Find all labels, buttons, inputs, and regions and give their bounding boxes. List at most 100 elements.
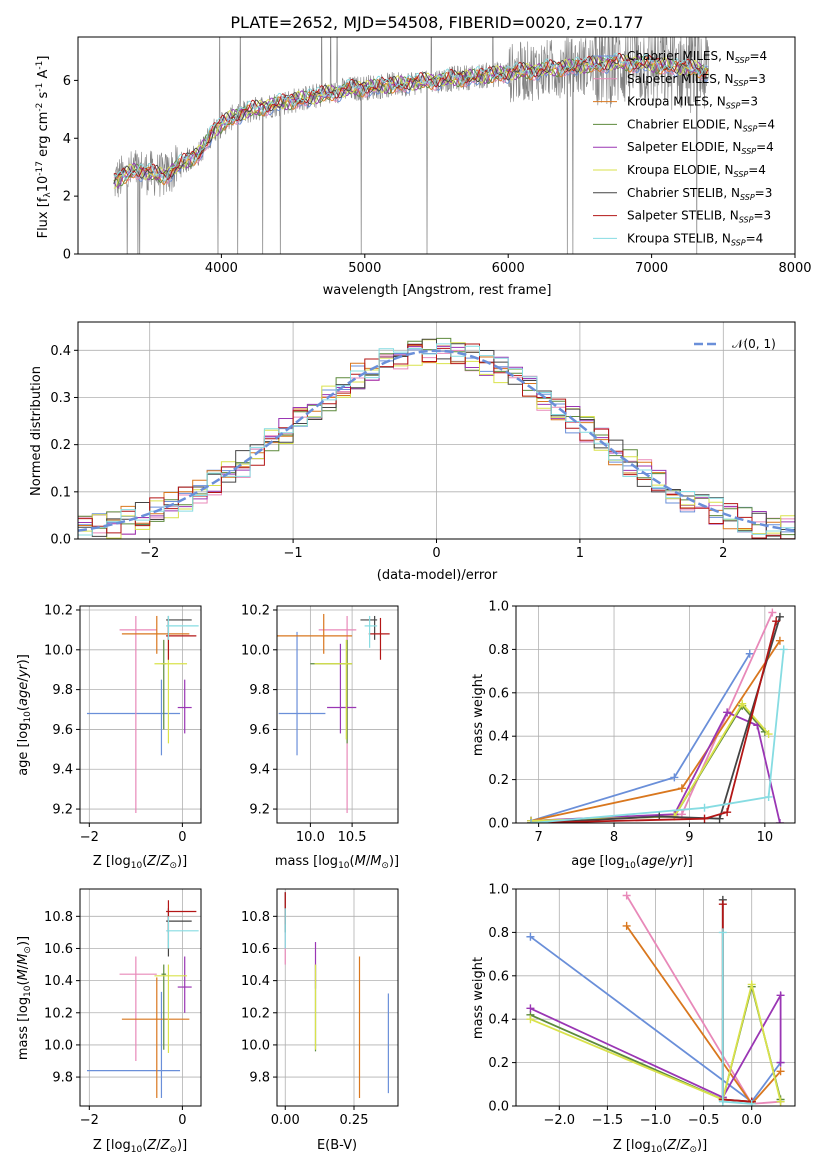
y-tick-label: 6 — [63, 74, 71, 89]
y-tick-label: 9.6 — [249, 723, 270, 738]
age-vs-Z-ylabel: age [log10(age/yr)] — [16, 654, 33, 776]
y-tick-label: 9.8 — [52, 683, 73, 698]
y-tick-label: 10.2 — [44, 603, 73, 618]
legend-nssp: N — [725, 163, 734, 177]
weight-vs-Z-xlabel: Z [log10(Z/Z⊙)] — [613, 1138, 707, 1155]
spectrum-ylabel: Flux [fλ10-17 erg cm-2 s-1 A-1] — [35, 56, 53, 239]
x-tick-label: 0 — [178, 830, 186, 845]
x-tick-label: 10.5 — [338, 830, 367, 845]
weight-vs-age-ylabel: mass weight — [471, 674, 486, 756]
x-tick-label: −0.5 — [688, 1113, 720, 1128]
legend-label: Salpeter STELIB, NSSP=3 — [627, 209, 771, 225]
weight-vs-Z-panel: −2.0 −1.5 −1.0 −0.5 0.0 0.0 0.2 0.4 0.6 0.8 1.0 — [488, 883, 796, 1128]
y-tick-label: 10.4 — [44, 974, 73, 989]
y-tick-label: 10.6 — [241, 942, 270, 957]
legend-nssp: N — [730, 209, 739, 223]
plot-area — [284, 892, 389, 1098]
series-marker — [718, 1097, 727, 1106]
mass-vs-Z-panel: −2 0 9.8 10.0 10.2 10.4 10.6 10.8 — [44, 888, 202, 1128]
spectrum-model-line — [113, 56, 709, 185]
y-tick-label: 0.8 — [488, 926, 509, 941]
x-tick-label: 0.0 — [741, 1113, 762, 1128]
y-tick-label: 0 — [63, 248, 71, 263]
x-tick-label: 5000 — [348, 261, 381, 276]
spectrum-model-line — [113, 52, 709, 180]
y-tick-label: 0.6 — [488, 969, 509, 984]
y-tick-label: 10.2 — [44, 1006, 73, 1021]
y-tick-label: 2 — [63, 190, 71, 205]
plot-area — [113, 37, 710, 254]
y-tick-label: 1.0 — [488, 600, 509, 615]
x-tick-label: 0 — [432, 546, 440, 561]
legend-label: Salpeter ELODIE, NSSP=4 — [627, 140, 774, 156]
y-tick-label: 9.4 — [52, 763, 73, 778]
series-line — [531, 649, 785, 823]
series-marker — [768, 608, 777, 617]
series-marker — [747, 1099, 756, 1106]
mass-vs-Z-ylabel: mass [log10(M/M⊙)] — [16, 936, 33, 1060]
y-tick-label: 9.8 — [249, 683, 270, 698]
x-tick-label: −2 — [80, 1113, 99, 1128]
legend-nssp: N — [731, 186, 740, 200]
series-marker — [622, 921, 631, 930]
histogram-step — [78, 343, 795, 536]
x-tick-label: 0.25 — [340, 1113, 369, 1128]
x-tick-label: 0 — [178, 1113, 186, 1128]
y-tick-label: 9.4 — [249, 763, 270, 778]
series-marker — [718, 900, 727, 909]
series-marker — [772, 617, 781, 626]
y-tick-label: 9.2 — [52, 803, 73, 818]
spectrum-model-line — [113, 55, 709, 188]
legend-nssp-sub: SSP — [726, 102, 741, 111]
y-tick-label: 0.3 — [50, 391, 71, 406]
legend-nssp: N — [734, 117, 743, 131]
figure-title: PLATE=2652, MJD=54508, FIBERID=0020, z=0… — [230, 13, 643, 32]
plot-area — [86, 615, 199, 814]
series-marker — [526, 932, 535, 941]
series-marker — [723, 808, 732, 817]
axes-frame — [515, 605, 796, 824]
residuals-ylabel: Normed distribution — [29, 366, 44, 496]
plot-area — [277, 613, 390, 814]
y-tick-label: 10.0 — [241, 643, 270, 658]
legend-label: Chabrier ELODIE, NSSP=4 — [627, 117, 775, 133]
series-line — [531, 616, 781, 823]
legend-nssp-sub: SSP — [739, 216, 754, 225]
normal-curve — [78, 349, 795, 532]
legend-label: Kroupa MILES, NSSP=3 — [627, 95, 758, 111]
axes-frame — [77, 36, 796, 255]
series-marker — [775, 819, 784, 823]
series-marker — [715, 814, 724, 823]
series-line — [530, 640, 781, 822]
legend-label: Kroupa ELODIE, NSSP=4 — [627, 163, 766, 179]
residuals-legend-label: 𝒩(0, 1) — [732, 337, 776, 351]
y-tick-label: 0.4 — [488, 1013, 509, 1028]
legend-nssp-sub: SSP — [740, 193, 755, 202]
y-tick-label: 0.8 — [488, 643, 509, 658]
plot-area — [78, 337, 795, 539]
series-marker — [677, 784, 686, 793]
series-line — [531, 620, 777, 823]
legend-nssp-value: =4 — [756, 140, 774, 154]
legend-nssp-sub: SSP — [731, 238, 746, 247]
y-tick-label: 0.0 — [488, 1100, 509, 1115]
legend-nssp-value: =3 — [753, 209, 771, 223]
y-tick-label: 0.2 — [488, 1056, 509, 1071]
axes-frame — [276, 888, 399, 1107]
y-tick-label: 10.0 — [241, 1038, 270, 1053]
spectrum-model-line — [113, 52, 709, 182]
series-marker — [745, 649, 754, 658]
series-marker — [700, 803, 709, 812]
series-marker — [776, 991, 785, 1000]
series-marker — [526, 1015, 535, 1024]
legend-nssp-sub: SSP — [734, 79, 749, 88]
x-tick-label: 8000 — [778, 261, 811, 276]
y-tick-label: 9.8 — [249, 1071, 270, 1086]
spectrum-panel: 4000 5000 6000 7000 8000 0 2 4 6 Chabrier MILES, … — [63, 36, 812, 276]
y-tick-label: 9.6 — [52, 723, 73, 738]
spectrum-model-line — [113, 55, 709, 189]
x-tick-label: 7000 — [635, 261, 668, 276]
series-line — [530, 984, 782, 1102]
x-tick-label: −1.0 — [640, 1113, 672, 1128]
